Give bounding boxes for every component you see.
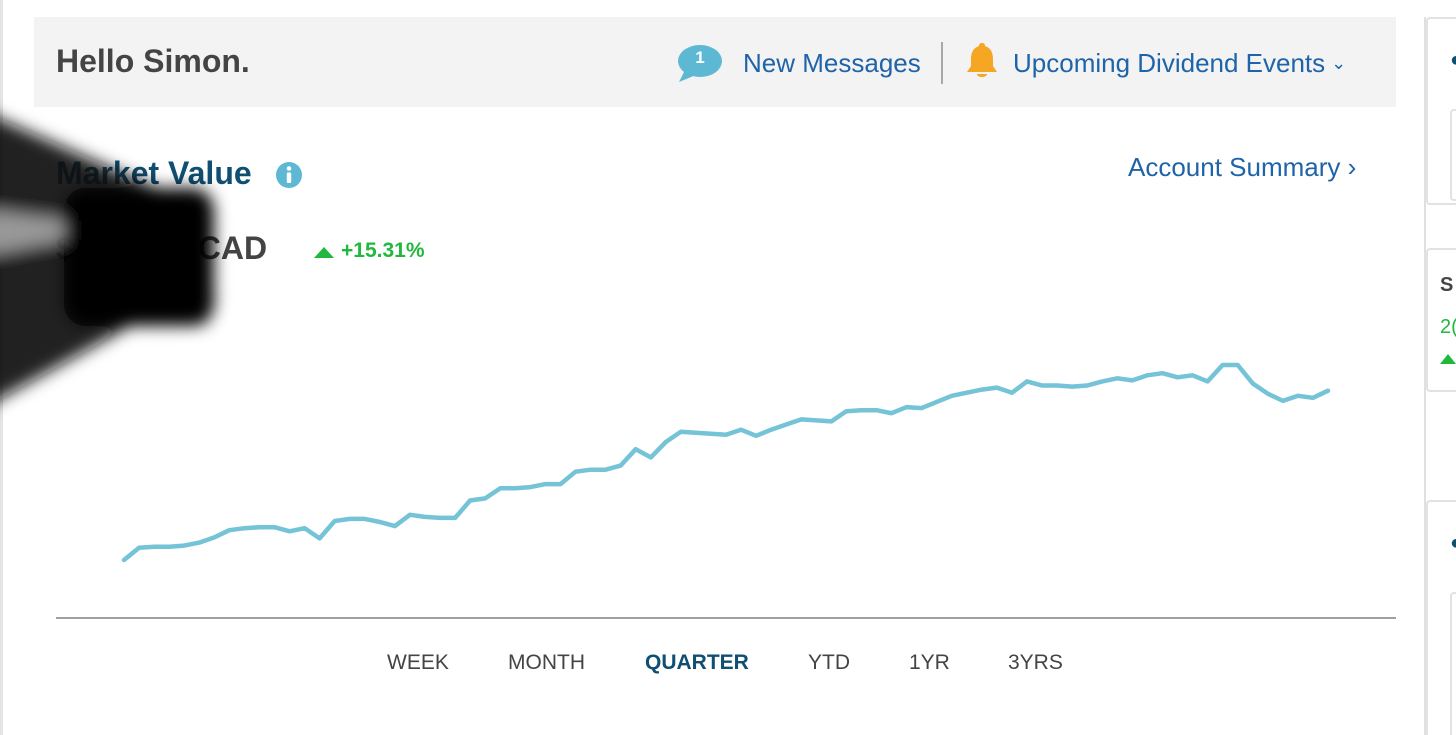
side-card-3-heading: ● <box>1450 532 1456 555</box>
tab-1yr[interactable]: 1YR <box>909 651 950 674</box>
tab-ytd[interactable]: YTD <box>808 651 850 674</box>
side-card-3-field[interactable] <box>1450 592 1456 735</box>
triangle-up-icon <box>314 247 334 258</box>
bell-icon[interactable] <box>963 41 1001 81</box>
range-tabs: WEEK MONTH QUARTER YTD 1YR 3YRS <box>0 651 1456 681</box>
dividend-events-label: Upcoming Dividend Events <box>1013 48 1326 78</box>
triangle-up-icon <box>1440 354 1456 364</box>
chevron-right-icon: › <box>1347 152 1357 182</box>
welcome-header: Hello Simon. 1 New Messages Upcoming Div… <box>34 17 1396 107</box>
speech-bubble-icon[interactable]: 1 <box>677 44 725 84</box>
side-card-2-value: 2( <box>1440 316 1456 338</box>
dividend-events-dropdown[interactable]: Upcoming Dividend Events ⌄ <box>1013 48 1346 79</box>
side-card-1: ● <box>1426 17 1456 205</box>
chart-x-axis <box>56 617 1396 619</box>
chevron-down-icon: ⌄ <box>1331 53 1347 73</box>
right-panel-border <box>1424 17 1426 735</box>
side-card-3: ● <box>1426 500 1456 735</box>
header-divider <box>941 42 943 84</box>
message-count-badge: 1 <box>695 48 705 67</box>
tab-3yrs[interactable]: 3YRS <box>1008 651 1063 674</box>
info-icon[interactable] <box>275 161 303 189</box>
side-card-1-heading: ● <box>1450 49 1456 72</box>
series-line <box>121 362 1331 563</box>
greeting-text: Hello Simon. <box>56 43 250 79</box>
side-card-2: S 2( <box>1426 248 1456 392</box>
change-percent: +15.31% <box>341 239 425 262</box>
side-card-2-heading: S <box>1440 274 1454 296</box>
tab-week[interactable]: WEEK <box>387 651 449 674</box>
tab-month[interactable]: MONTH <box>508 651 585 674</box>
account-summary-link[interactable]: Account Summary › <box>1128 152 1356 183</box>
new-messages-link[interactable]: New Messages <box>743 48 921 78</box>
side-card-1-field[interactable] <box>1450 109 1456 201</box>
account-summary-label: Account Summary <box>1128 152 1341 182</box>
tab-quarter[interactable]: QUARTER <box>645 651 749 674</box>
